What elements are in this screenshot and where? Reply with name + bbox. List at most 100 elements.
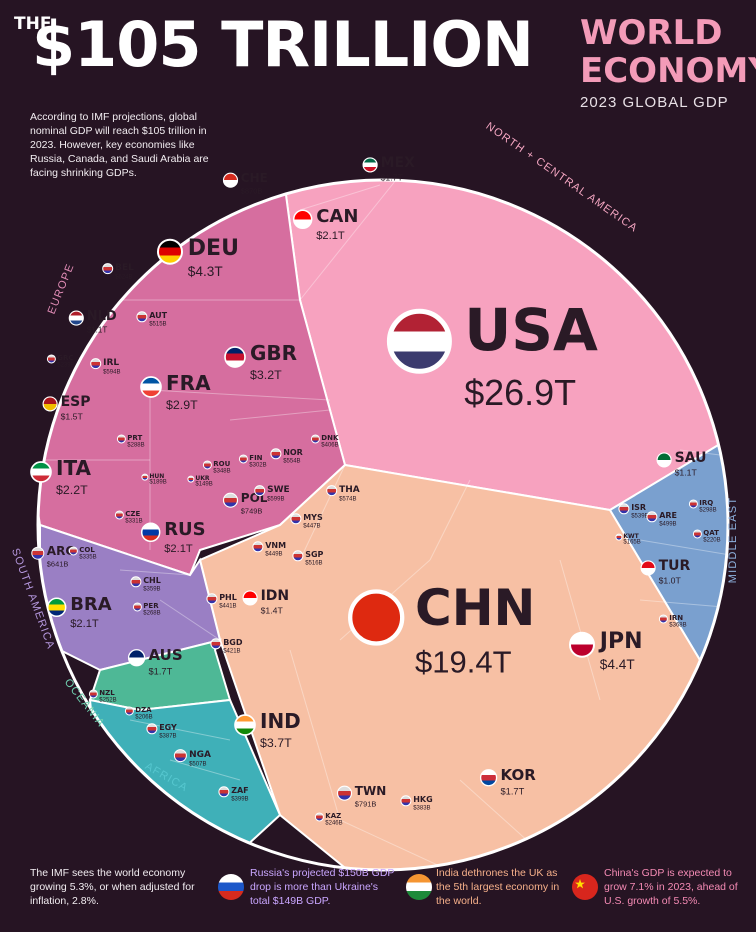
title-right: WORLD ECONOMY <box>580 14 756 90</box>
chart-outline <box>36 178 730 872</box>
country-gdp-gbr: $3.2T <box>250 368 282 382</box>
page-title: $105 TRILLION <box>32 8 534 81</box>
che-flag-icon <box>222 172 239 188</box>
prt-flag-icon <box>116 434 126 444</box>
country-label-bel: BEL <box>115 263 134 273</box>
country-gdp-fin: $302B <box>249 463 266 469</box>
country-label-hun: HUN <box>149 473 164 480</box>
country-label-prt: PRT <box>127 434 142 442</box>
tha-flag-icon <box>326 485 338 497</box>
cell-border <box>159 599 221 641</box>
country-label-can: CAN <box>316 206 358 227</box>
country-label-fra: FRA <box>166 371 211 395</box>
country-gdp-fra: $2.9T <box>166 398 198 412</box>
country-label-fin: FIN <box>249 454 262 462</box>
country-label-qat: QAT <box>703 529 719 537</box>
esp-flag-icon <box>42 396 58 412</box>
country-label-zaf: ZAF <box>231 786 248 795</box>
country-gdp-nzl: $252B <box>99 698 116 704</box>
country-label-hkg: HKG <box>413 795 432 804</box>
country-label-sau: SAU <box>675 450 707 466</box>
tur-flag-icon <box>640 560 656 576</box>
country-label-usa: USA <box>464 296 598 364</box>
vnm-flag-icon <box>252 541 264 553</box>
title-economy: ECONOMY <box>580 51 756 91</box>
cell-border <box>299 299 346 466</box>
cell-border <box>289 649 341 821</box>
country-gdp-aus: $1.7T <box>149 666 173 676</box>
jpn-flag-icon <box>569 631 595 658</box>
footer-note-growth: The IMF sees the world economy growing 5… <box>30 867 195 907</box>
cell-border <box>639 539 728 561</box>
country-label-col: COL <box>79 546 95 554</box>
country-gdp-irl: $594B <box>103 370 120 376</box>
country-label-dnk: DNK <box>321 434 339 442</box>
country-gdp-kwt: $165B <box>623 540 640 546</box>
country-gdp-ukr: $149B <box>195 482 212 488</box>
fra-flag-icon <box>140 376 162 398</box>
russia-flag-icon <box>218 874 244 900</box>
rus-flag-icon <box>140 522 161 543</box>
cell-border <box>559 559 601 701</box>
sau-flag-icon <box>656 452 672 468</box>
country-label-kor: KOR <box>501 766 537 784</box>
country-gdp-dza: $206B <box>135 715 152 721</box>
cze-flag-icon <box>114 510 124 520</box>
country-gdp-bel: $624B <box>115 275 132 281</box>
country-gdp-usa: $26.9T <box>464 372 576 413</box>
country-gdp-aut: $515B <box>149 322 166 328</box>
country-gdp-chn: $19.4T <box>415 645 512 680</box>
country-gdp-nor: $554B <box>283 459 300 465</box>
kor-flag-icon <box>479 769 498 787</box>
country-label-are: ARE <box>659 511 677 520</box>
country-label-ukr: UKR <box>195 475 210 482</box>
aus-flag-icon <box>127 649 146 667</box>
country-gdp-hkg: $383B <box>413 806 430 812</box>
country-label-chl: CHL <box>143 576 161 585</box>
title-the: THE <box>14 14 52 34</box>
country-label-rus: RUS <box>164 519 205 540</box>
irl-flag-icon <box>90 358 102 370</box>
bel-flag-icon <box>102 263 114 275</box>
china-flag-icon <box>572 874 598 900</box>
country-label-cze: CZE <box>125 510 140 518</box>
country-label-twn: TWN <box>355 784 386 798</box>
intro-text: According to IMF projections, global nom… <box>30 111 209 179</box>
country-gdp-twn: $791B <box>355 799 377 808</box>
country-gdp-che: $870B <box>241 186 263 195</box>
country-label-sgp: SGP <box>305 550 323 559</box>
country-label-kwt: KWT <box>623 533 639 540</box>
footer-note-india: India dethrones the UK as the 5th larges… <box>436 867 560 907</box>
hkg-flag-icon <box>400 795 412 807</box>
country-label-chn: CHN <box>415 579 535 637</box>
country-label-bra: BRA <box>70 594 112 615</box>
sgp-flag-icon <box>292 550 304 562</box>
subtitle: 2023 GLOBAL GDP <box>580 94 729 111</box>
country-label-gbr: GBR <box>250 341 297 365</box>
country-gdp-tur: $1.0T <box>659 575 682 585</box>
country-label-kaz: KAZ <box>325 812 341 820</box>
cell-border <box>299 184 381 211</box>
country-gdp-tha: $574B <box>339 497 356 503</box>
footer-note-china: China's GDP is expected to grow 7.1% in … <box>604 867 738 907</box>
country-label-irl: IRL <box>103 358 119 368</box>
dnk-flag-icon <box>310 434 320 444</box>
arg-flag-icon <box>31 546 45 560</box>
cell-border <box>119 569 191 576</box>
country-gdp-sgp: $516B <box>305 561 322 567</box>
country-gdp-egy: $387B <box>159 734 176 740</box>
cell-border <box>229 409 331 421</box>
country-label-deu: DEU <box>188 236 239 261</box>
country-gdp-ind: $3.7T <box>260 736 292 750</box>
irq-flag-icon <box>688 499 698 509</box>
col-flag-icon <box>68 546 78 556</box>
country-gdp-jpn: $4.4T <box>600 657 636 672</box>
country-label-nzl: NZL <box>99 689 115 697</box>
mys-flag-icon <box>290 513 302 525</box>
grc-flag-icon <box>46 354 56 364</box>
chn-flag-icon <box>348 589 405 646</box>
qat-flag-icon <box>692 529 702 539</box>
country-gdp-arg: $641B <box>47 559 69 568</box>
usa-flag-icon <box>386 308 452 374</box>
